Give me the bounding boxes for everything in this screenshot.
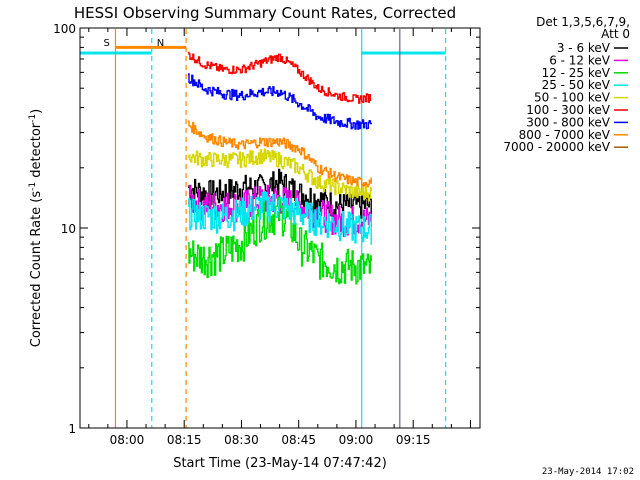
series-line-25-50-kev	[188, 191, 372, 245]
y-tick-label: 1	[68, 422, 76, 436]
series-line-3-6-kev	[188, 168, 372, 220]
y-tick-label: 100	[53, 22, 76, 36]
series-line-100-300-kev	[188, 51, 372, 104]
legend-header-line-1: Det 1,3,5,6,7,9,	[536, 15, 630, 29]
legend-header-line-2: Att 0	[601, 27, 630, 41]
chart-title: HESSI Observing Summary Count Rates, Cor…	[74, 4, 456, 22]
x-tick-label: 09:15	[396, 433, 431, 447]
x-tick-label: 08:45	[281, 433, 316, 447]
x-tick-label: 08:15	[167, 433, 202, 447]
legend-label-7000-20000-kev: 7000 - 20000 keV	[503, 140, 610, 154]
legend-label-100-300-kev: 100 - 300 keV	[526, 103, 610, 117]
legend-label-300-800-kev: 300 - 800 keV	[526, 115, 610, 129]
series-line-50-100-kev	[188, 148, 372, 202]
series-line-300-800-kev	[188, 73, 372, 130]
x-tick-label: 09:00	[339, 433, 374, 447]
marker-label-n: N	[157, 38, 164, 49]
y-axis-label: Corrected Count Rate (s-1 detector-1)	[28, 109, 44, 347]
legend-label-50-100-kev: 50 - 100 keV	[534, 91, 611, 105]
x-axis: 08:00 08:15 08:30 08:45 09:00 09:15	[88, 28, 471, 447]
series-line-800-7000-kev	[188, 120, 372, 188]
x-tick-label: 08:00	[110, 433, 145, 447]
legend-label-800-7000-kev: 800 - 7000 keV	[519, 128, 611, 142]
legend-label-6-12-kev: 6 - 12 keV	[549, 53, 611, 67]
x-axis-label: Start Time (23-May-14 07:47:42)	[173, 456, 387, 471]
legend-label-12-25-kev: 12 - 25 keV	[542, 66, 611, 80]
y-tick-label: 10	[61, 222, 76, 236]
legend-label-3-6-kev: 3 - 6 keV	[557, 41, 611, 55]
y-axis: 1 10 100	[53, 22, 480, 436]
marker-label-s: S	[103, 38, 109, 49]
timestamp: 23-May-2014 17:02	[542, 467, 634, 477]
legend-label-25-50-kev: 25 - 50 keV	[542, 78, 611, 92]
x-tick-label: 08:30	[224, 433, 259, 447]
